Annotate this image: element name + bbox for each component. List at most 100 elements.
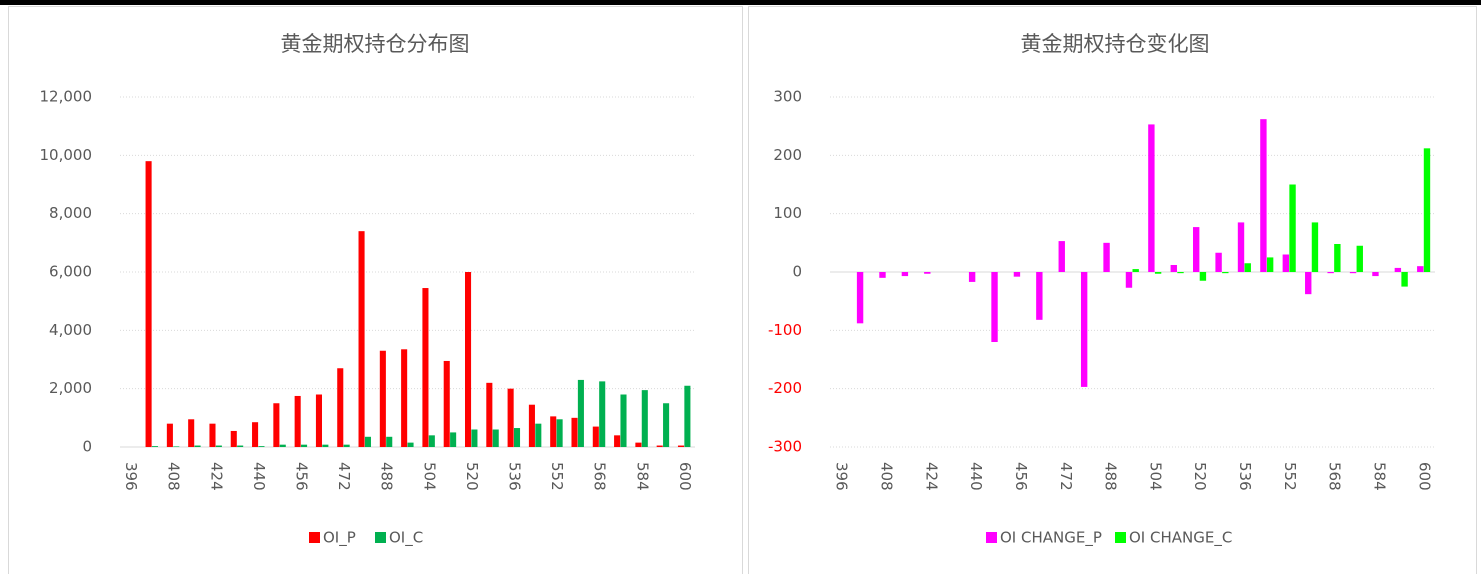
x-tick-label: 520 [1191, 462, 1209, 491]
x-tick-label: 440 [250, 462, 268, 491]
legend-swatch [986, 532, 997, 543]
y-tick-label: -300 [768, 438, 802, 456]
bar [151, 446, 159, 447]
x-tick-label: 424 [922, 462, 940, 491]
bar [577, 379, 584, 447]
bar [513, 428, 521, 447]
bar [188, 419, 195, 447]
bar [1423, 148, 1431, 272]
bar [641, 390, 648, 447]
bar [1237, 222, 1245, 272]
bar [1305, 272, 1312, 295]
legend-label: OI CHANGE_C [1129, 529, 1232, 548]
bar [901, 272, 909, 277]
bar [273, 403, 280, 447]
bar [1222, 272, 1229, 274]
bar [1199, 272, 1207, 281]
bar [386, 436, 393, 447]
bar [1356, 245, 1363, 272]
bar [677, 445, 685, 447]
x-tick-label: 552 [548, 462, 566, 491]
x-tick-label: 584 [1370, 462, 1388, 491]
bar [343, 444, 350, 447]
bar [465, 272, 472, 447]
bar [1401, 272, 1408, 287]
bar [1266, 257, 1274, 272]
y-tick-label: 300 [773, 88, 802, 106]
top-border [0, 0, 1481, 5]
bar [1132, 269, 1139, 272]
bar [1058, 241, 1065, 272]
bar [656, 445, 663, 447]
bar [407, 442, 414, 447]
bar [1372, 272, 1379, 277]
bar [592, 426, 599, 447]
x-tick-label: 456 [293, 462, 311, 491]
y-tick-label: 6,000 [49, 263, 92, 281]
bar [401, 349, 408, 447]
bar [486, 382, 493, 447]
bar [968, 272, 976, 282]
bar [1311, 222, 1319, 272]
bar [1260, 119, 1267, 273]
x-tick-label: 520 [463, 462, 481, 491]
bar [492, 429, 499, 447]
legend-label: OI CHANGE_P [1000, 529, 1102, 548]
y-tick-label: 100 [773, 204, 802, 222]
x-tick-label: 552 [1281, 462, 1299, 491]
bar [1103, 242, 1110, 272]
bar [166, 423, 173, 447]
bar [209, 423, 216, 447]
bar [1215, 252, 1222, 272]
bar [215, 445, 222, 447]
bar [358, 231, 365, 447]
bar [237, 445, 244, 447]
x-tick-label: 440 [967, 462, 985, 491]
y-tick-label: 10,000 [40, 146, 93, 164]
y-tick-label: -100 [768, 321, 802, 339]
y-tick-label: 0 [82, 438, 92, 456]
bar [635, 442, 642, 447]
y-tick-label: 200 [773, 146, 802, 164]
y-tick-label: 8,000 [49, 204, 92, 222]
legend-label: OI_C [389, 529, 423, 548]
bar [315, 394, 322, 447]
x-tick-label: 396 [122, 462, 140, 491]
bar [428, 435, 435, 447]
bar [1394, 267, 1402, 272]
bar [337, 368, 344, 447]
bar [1334, 244, 1341, 272]
x-tick-label: 424 [207, 462, 225, 491]
bar [991, 272, 998, 342]
bar [1013, 272, 1021, 277]
bar [1282, 254, 1290, 272]
legend-swatch [375, 532, 386, 543]
legend-label: OI_P [323, 529, 356, 548]
bar [856, 272, 864, 324]
bar [1193, 227, 1200, 272]
x-tick-label: 568 [591, 462, 609, 491]
bar [1148, 124, 1155, 273]
bar [173, 446, 180, 447]
bar [252, 422, 259, 447]
y-tick-label: -200 [768, 379, 802, 397]
bar [1125, 272, 1133, 288]
bar [1177, 272, 1184, 274]
bar [1244, 263, 1251, 272]
bar [614, 435, 621, 447]
bar [879, 272, 886, 278]
legend-swatch [309, 532, 320, 543]
x-tick-label: 600 [1415, 462, 1433, 491]
x-tick-label: 600 [676, 462, 694, 491]
bar [1154, 272, 1162, 274]
bar [684, 385, 691, 447]
bar [258, 446, 265, 447]
x-tick-label: 504 [1146, 462, 1164, 491]
bar [924, 272, 931, 274]
x-tick-label: 472 [335, 462, 353, 491]
chart-title: 黄金期权持仓分布图 [281, 32, 470, 56]
x-tick-label: 456 [1012, 462, 1030, 491]
bar [364, 436, 371, 447]
bar [599, 381, 606, 447]
